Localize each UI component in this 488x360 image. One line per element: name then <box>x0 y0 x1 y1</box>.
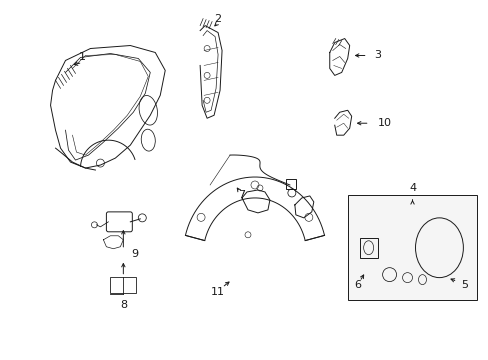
Bar <box>110 276 136 293</box>
Text: 3: 3 <box>373 50 380 60</box>
Text: 5: 5 <box>460 280 467 289</box>
Text: 4: 4 <box>408 183 415 193</box>
Text: 1: 1 <box>79 53 86 63</box>
Text: 2: 2 <box>214 14 221 24</box>
Bar <box>285 179 295 189</box>
Bar <box>347 195 476 300</box>
Text: 7: 7 <box>238 190 245 200</box>
Text: 8: 8 <box>120 300 127 310</box>
Text: 6: 6 <box>353 280 361 289</box>
Text: 11: 11 <box>211 287 224 297</box>
Bar <box>359 238 377 258</box>
Text: 10: 10 <box>377 118 391 128</box>
Text: 9: 9 <box>131 249 139 259</box>
